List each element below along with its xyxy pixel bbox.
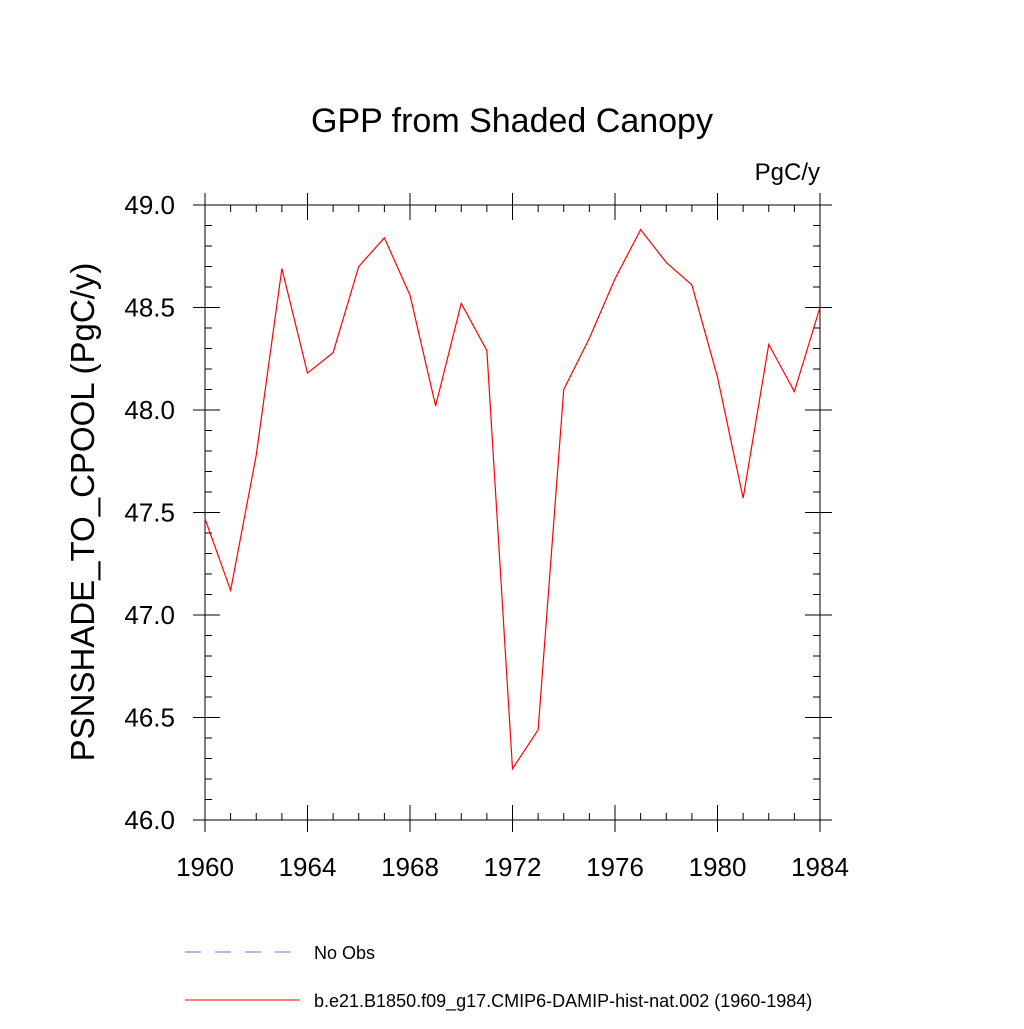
x-tick-label: 1976 — [586, 852, 644, 882]
series-group — [204, 228, 821, 771]
x-tick-label: 1964 — [279, 852, 337, 882]
x-tick-label: 1984 — [791, 852, 849, 882]
y-tick-label: 47.0 — [124, 600, 175, 630]
x-tick-label: 1968 — [381, 852, 439, 882]
chart-title: GPP from Shaded Canopy — [311, 102, 713, 140]
x-tick-label: 1980 — [689, 852, 747, 882]
y-tick-label: 46.0 — [124, 805, 175, 835]
y-tick-label: 48.5 — [124, 293, 175, 323]
axes: 1960 1964 1968 1972 1976 1980 1984 46.0 46.5 47.0… — [124, 190, 849, 882]
x-tick-label: 1960 — [176, 852, 234, 882]
legend-label: b.e21.B1850.f09_g17.CMIP6-DAMIP-hist-nat… — [314, 991, 812, 1012]
plot-frame — [204, 204, 821, 821]
series-line — [204, 228, 821, 771]
legend: No Obs b.e21.B1850.f09_g17.CMIP6-DAMIP-hi… — [185, 943, 812, 1012]
y-tick-label: 46.5 — [124, 703, 175, 733]
x-tick-label: 1972 — [484, 852, 542, 882]
units-label: PgC/y — [755, 159, 820, 186]
y-axis-label: PSNSHADE_TO_CPOOL (PgC/y) — [64, 263, 101, 762]
y-tick-label: 49.0 — [124, 190, 175, 220]
y-tick-label: 48.0 — [124, 395, 175, 425]
legend-label: No Obs — [314, 943, 375, 963]
y-tick-label: 47.5 — [124, 498, 175, 528]
